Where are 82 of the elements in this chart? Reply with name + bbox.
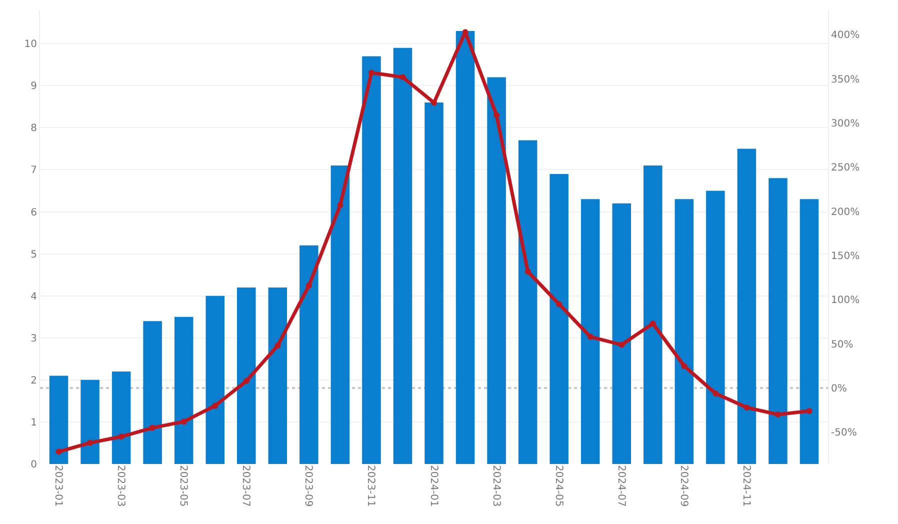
bar <box>487 77 506 464</box>
x-tick-label: 2023-07 <box>240 465 252 507</box>
y-tick-label: 6 <box>30 207 37 218</box>
x-tick-label: 2023-01 <box>52 465 64 507</box>
bar <box>80 380 100 464</box>
y2-tick-label: 50% <box>831 339 854 350</box>
bar <box>49 376 68 464</box>
bar <box>206 296 224 464</box>
point <box>712 390 718 396</box>
point <box>494 112 500 118</box>
x-tick-label: 2023-05 <box>178 465 189 507</box>
bar <box>737 148 756 464</box>
point <box>650 320 656 327</box>
y2-tick-label: 350% <box>831 74 860 86</box>
y-tick-label: 0 <box>30 460 37 470</box>
bar <box>456 31 475 464</box>
point <box>368 70 374 76</box>
bar <box>550 174 568 464</box>
y2-tick-label: 250% <box>831 162 860 174</box>
y-tick-label: 9 <box>30 81 37 92</box>
point <box>681 362 688 369</box>
bar <box>580 199 600 464</box>
bar <box>174 316 194 464</box>
bar <box>612 203 631 464</box>
point <box>400 74 406 80</box>
y-tick-label: 3 <box>30 333 37 344</box>
point <box>618 342 625 348</box>
y-tick-label: 8 <box>30 123 37 134</box>
point <box>118 434 124 440</box>
bar <box>706 190 725 464</box>
y2-tick-label: 100% <box>831 295 860 306</box>
bar <box>393 48 412 464</box>
bar <box>674 199 694 464</box>
point <box>274 342 281 349</box>
y2-tick-label: 150% <box>831 251 860 262</box>
bar <box>424 102 444 464</box>
point <box>774 412 781 418</box>
y2-tick-label: 200% <box>831 206 860 218</box>
x-tick-label: 2024-03 <box>490 465 502 507</box>
bar <box>237 287 256 464</box>
x-tick-label: 2024-09 <box>678 465 689 507</box>
bar <box>300 245 318 464</box>
bar <box>518 140 538 464</box>
point <box>212 402 218 409</box>
bar <box>143 321 162 464</box>
y-tick-label: 4 <box>30 291 37 302</box>
x-tick-label: 2023-11 <box>365 465 376 507</box>
x-tick-label: 2023-09 <box>302 465 314 507</box>
bar <box>768 178 788 464</box>
x-tick-label: 2024-01 <box>428 465 439 507</box>
point <box>431 100 437 106</box>
bar <box>112 372 131 464</box>
point <box>744 404 750 410</box>
point <box>587 334 594 340</box>
y2-tick-label: -50% <box>831 428 857 439</box>
y-tick-label: 1 <box>30 417 37 428</box>
bar <box>800 199 819 464</box>
bar <box>330 166 350 464</box>
y-tick-label: 2 <box>30 375 37 386</box>
point <box>556 301 562 308</box>
x-tick-label: 2024-07 <box>615 465 626 507</box>
bar <box>644 166 662 464</box>
y2-tick-label: 300% <box>831 118 860 130</box>
point <box>150 424 156 431</box>
point <box>306 282 312 289</box>
point <box>337 202 344 208</box>
point <box>180 418 187 425</box>
x-tick-label: 2024-11 <box>740 465 752 507</box>
y-tick-label: 10 <box>24 39 37 50</box>
y-tick-label: 5 <box>30 249 37 260</box>
y2-tick-label: 400% <box>831 30 860 42</box>
bar <box>362 56 381 464</box>
point <box>243 378 250 384</box>
x-tick-label: 2023-03 <box>115 465 126 507</box>
point <box>56 448 62 455</box>
point <box>524 268 531 274</box>
point <box>87 440 94 446</box>
y2-tick-label: 0% <box>831 384 847 395</box>
bar <box>268 287 288 464</box>
y-tick-label: 7 <box>30 165 37 176</box>
point <box>806 408 812 414</box>
x-tick-label: 2024-05 <box>552 465 564 507</box>
